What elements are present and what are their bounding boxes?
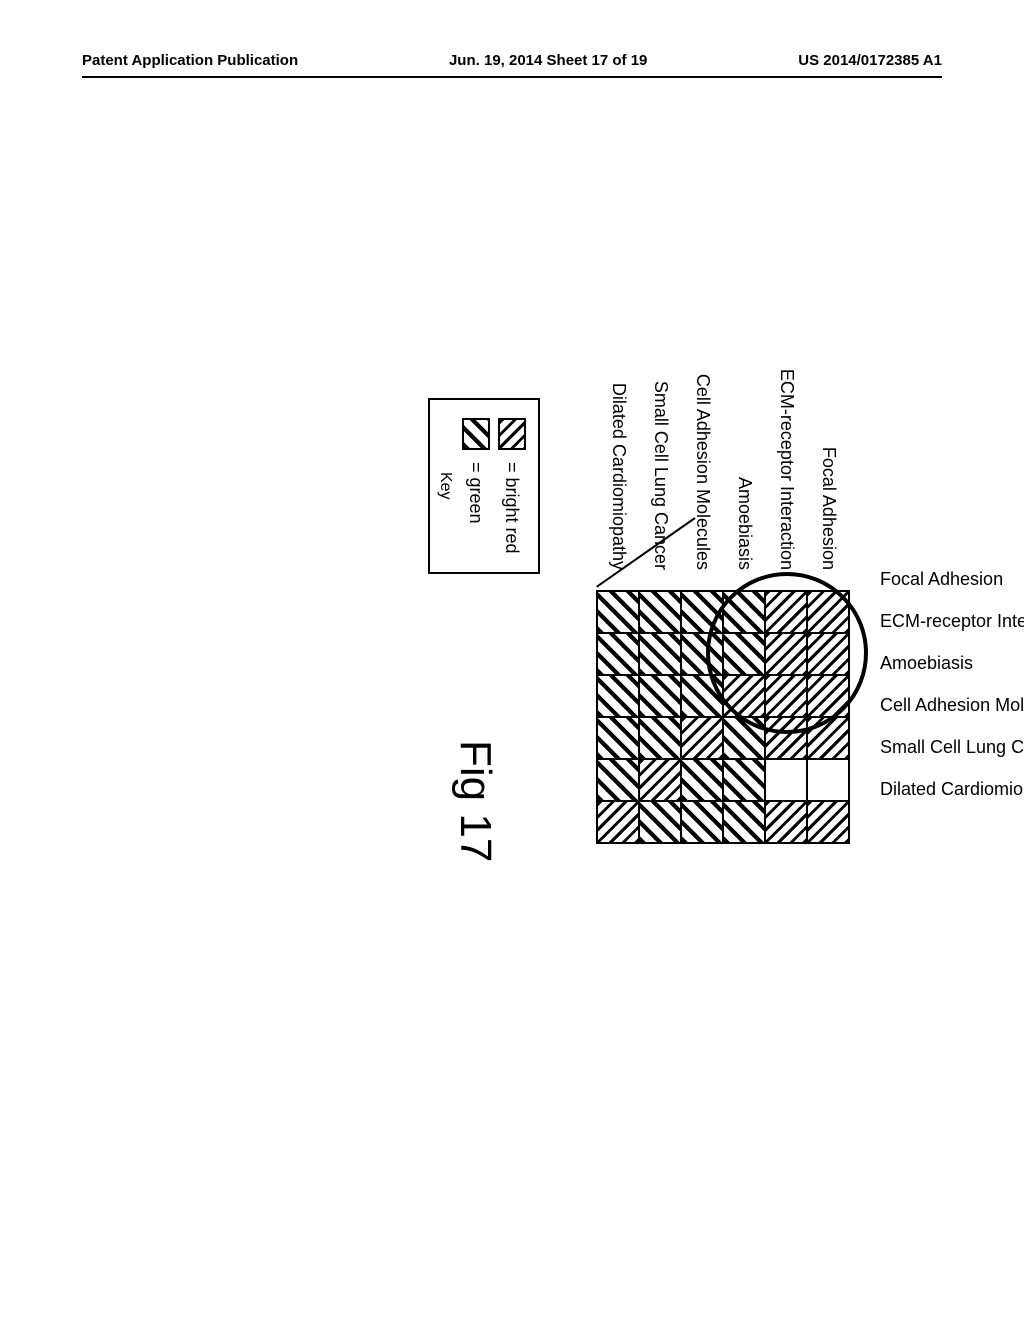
heatmap-cell	[639, 675, 681, 717]
row-label: Amoebiasis	[724, 300, 766, 580]
heatmap-cell	[597, 591, 639, 633]
header-center: Jun. 19, 2014 Sheet 17 of 19	[449, 52, 647, 69]
highlight-circle	[706, 572, 868, 734]
heatmap-cell	[639, 759, 681, 801]
heatmap-cell	[639, 801, 681, 843]
legend-label: = green	[466, 462, 487, 524]
row-labels: Focal Adhesion ECM-receptor Interaction …	[598, 300, 850, 580]
row-label: ECM-receptor Interaction	[766, 300, 808, 580]
heatmap-cell	[597, 633, 639, 675]
row-label: Small Cell Lung Cancer	[640, 300, 682, 580]
heatmap-cell	[639, 717, 681, 759]
col-label: Dilated Cardiomiopathy	[874, 779, 916, 800]
legend-item: = bright red	[498, 418, 526, 554]
heatmap-cell	[765, 801, 807, 843]
heatmap-cell	[639, 633, 681, 675]
heatmap-cell	[807, 759, 849, 801]
col-label: Amoebiasis	[874, 653, 916, 674]
swatch-red	[498, 418, 526, 450]
heatmap-cell	[597, 759, 639, 801]
heatmap-cell	[681, 801, 723, 843]
page-header: Patent Application Publication Jun. 19, …	[0, 52, 1024, 69]
header-divider	[82, 76, 942, 78]
heatmap-cell	[681, 759, 723, 801]
row-label: Dilated Cardiomiopathy	[598, 300, 640, 580]
heatmap-cell	[681, 717, 723, 759]
col-label: ECM-receptor Interaction	[874, 611, 916, 632]
heatmap-cell	[639, 591, 681, 633]
heatmap-cell	[723, 801, 765, 843]
heatmap-cell	[597, 717, 639, 759]
figure-caption: Fig 17	[450, 740, 500, 862]
legend-item: = green	[462, 418, 490, 554]
heatmap-cell	[597, 801, 639, 843]
header-right: US 2014/0172385 A1	[798, 52, 942, 69]
col-label: Small Cell Lung Cancer	[874, 737, 916, 758]
legend-title: Key	[436, 418, 454, 554]
heatmap-cell	[597, 675, 639, 717]
figure-17: Focal Adhesion ECM-receptor Interaction …	[140, 300, 860, 1020]
heatmap-cell	[765, 759, 807, 801]
legend-label: = bright red	[502, 462, 523, 554]
col-label: Focal Adhesion	[874, 569, 916, 590]
heatmap-cell	[807, 801, 849, 843]
legend-box: = bright red = green Key	[428, 398, 540, 574]
heatmap-cell	[723, 759, 765, 801]
col-label: Cell Adhesion Molecules	[874, 695, 916, 716]
row-label: Focal Adhesion	[808, 300, 850, 580]
swatch-green	[462, 418, 490, 450]
heatmap-matrix	[596, 590, 850, 844]
header-left: Patent Application Publication	[82, 52, 298, 69]
row-label: Cell Adhesion Molecules	[682, 300, 724, 580]
